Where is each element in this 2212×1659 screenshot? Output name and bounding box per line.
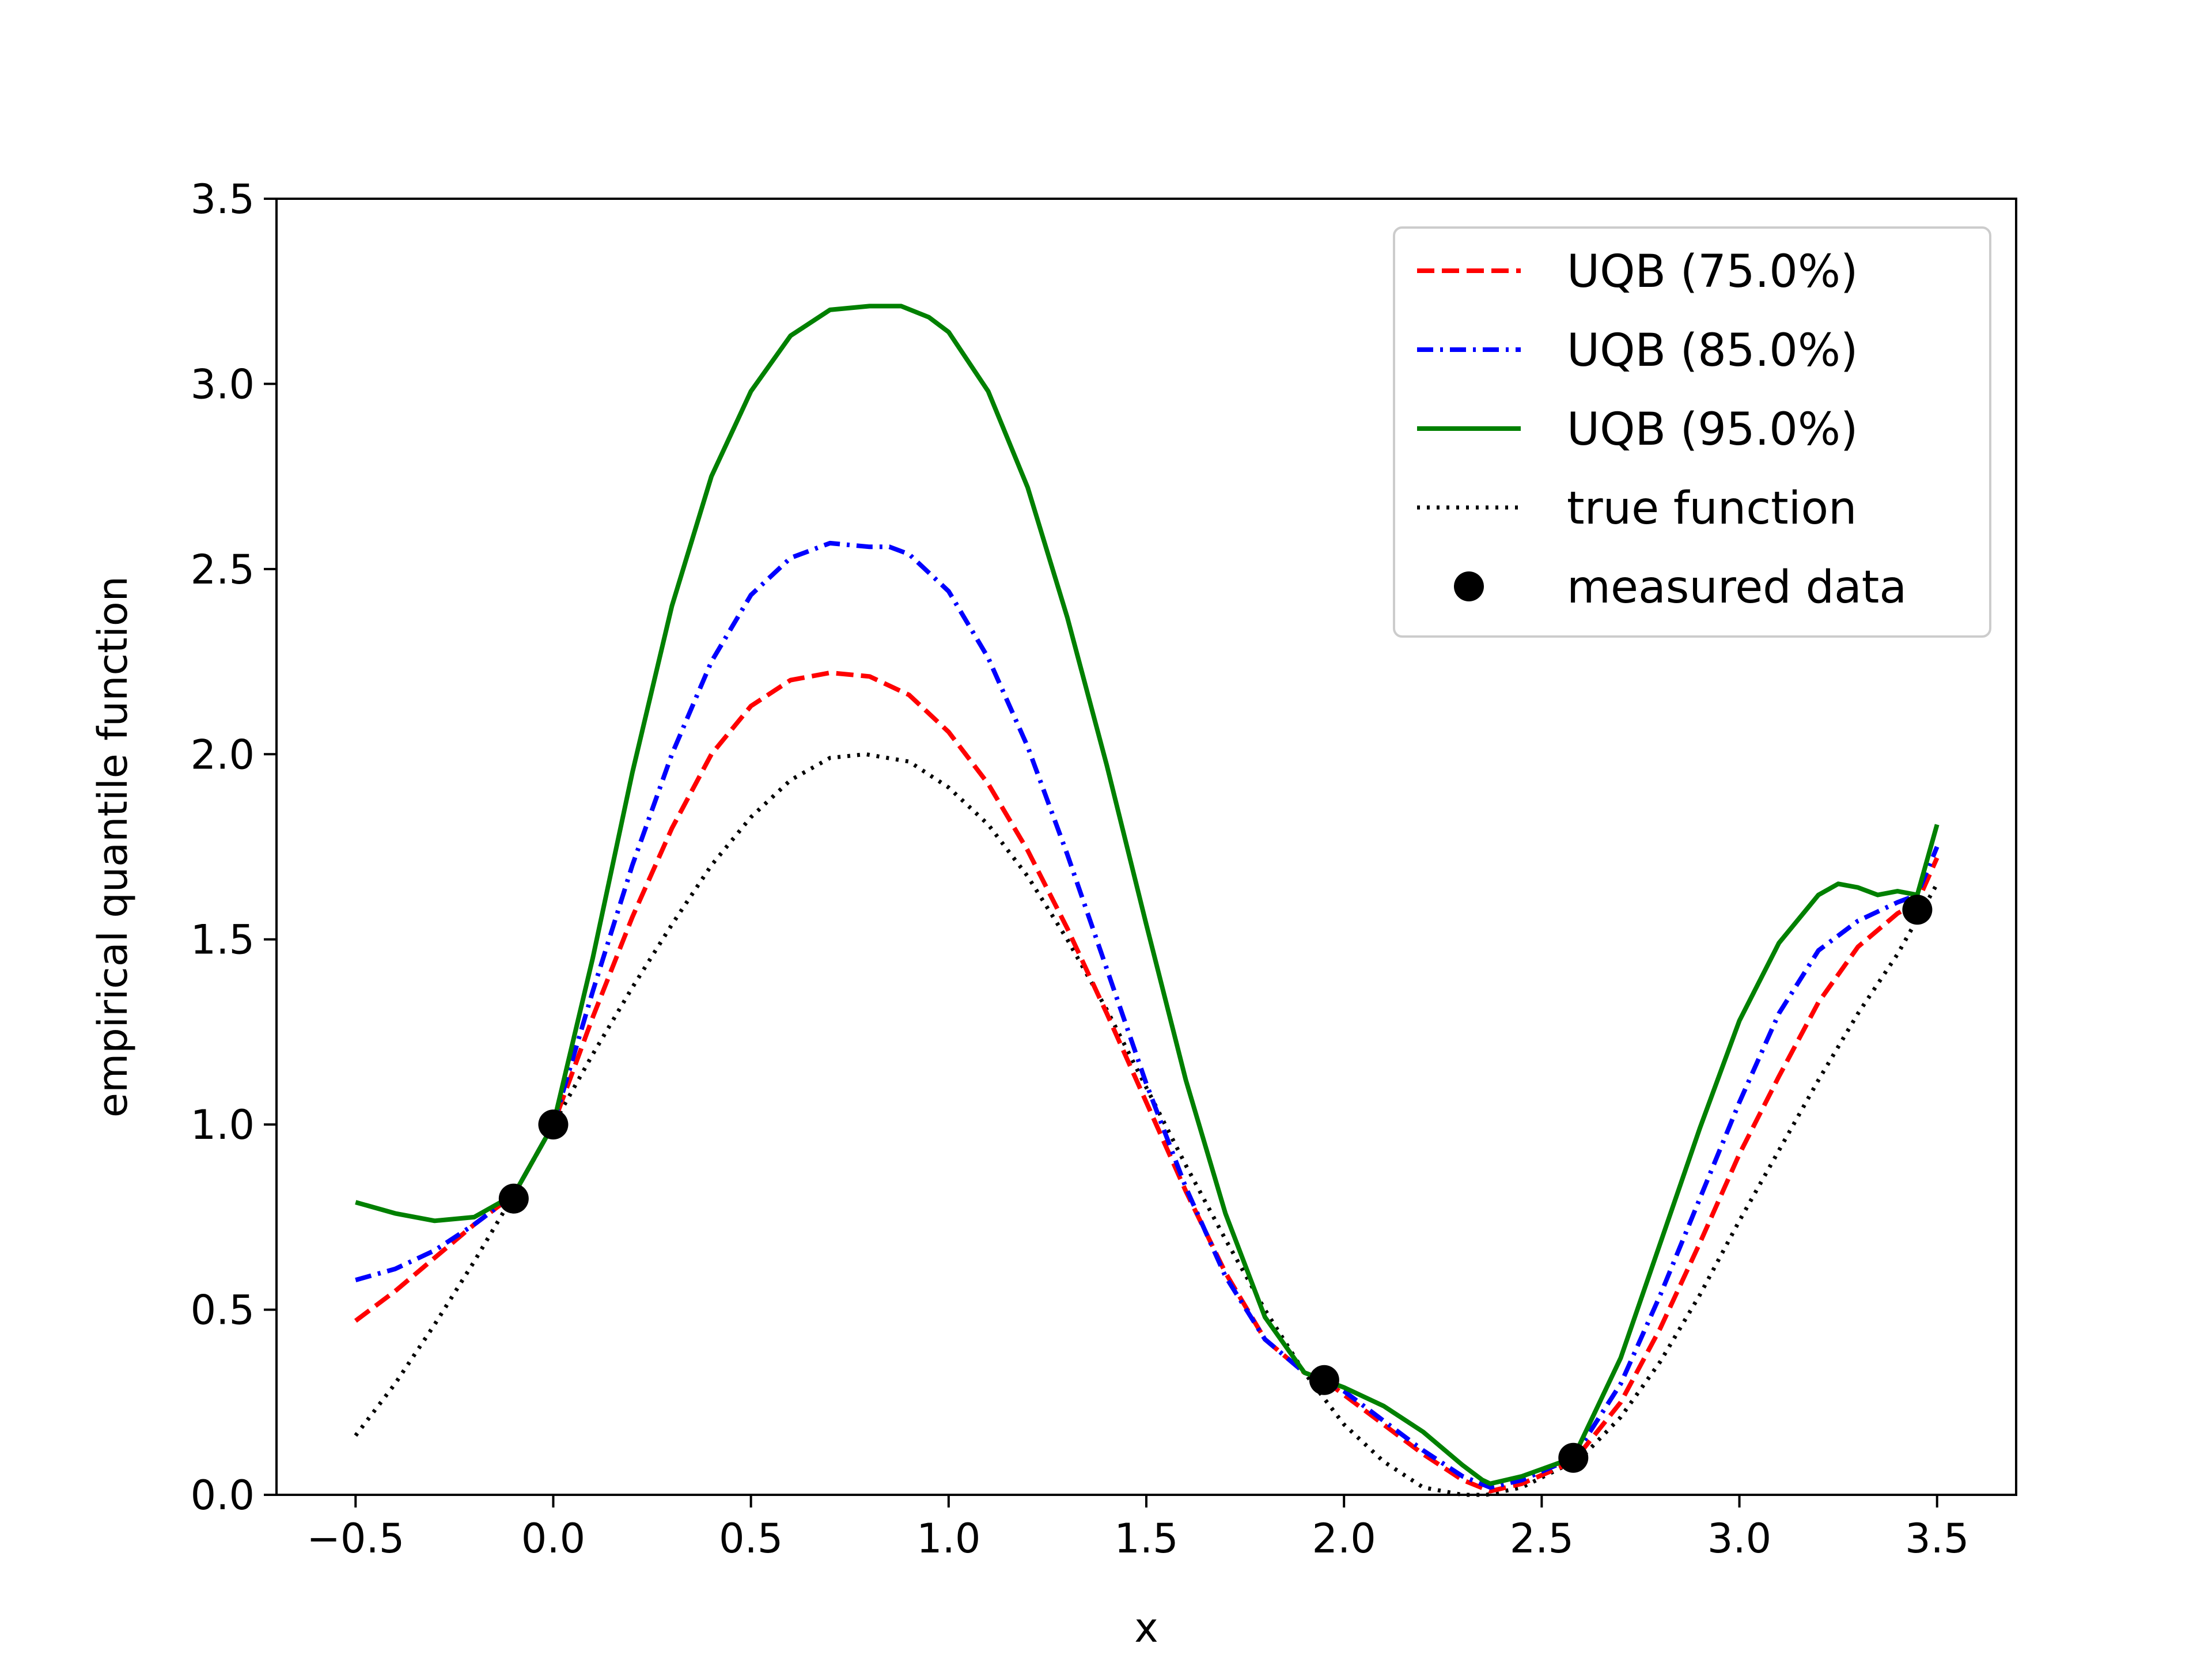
measured-data-point <box>1309 1365 1339 1395</box>
x-tick-label: 1.0 <box>916 1515 980 1562</box>
series-uqb-95 <box>355 304 1940 1486</box>
x-tick-label: 2.0 <box>1312 1515 1376 1562</box>
y-tick-label: 0.0 <box>191 1472 255 1519</box>
y-tick-label: 3.5 <box>191 176 255 223</box>
series-uqb-75 <box>354 670 1940 1494</box>
y-tick-label: 2.0 <box>191 731 255 778</box>
y-tick-label: 1.5 <box>191 916 255 964</box>
y-tick-label: 0.5 <box>191 1287 255 1334</box>
series-uqb-85 <box>355 540 1940 1490</box>
x-tick-label: 1.5 <box>1114 1515 1178 1562</box>
y-tick-label: 1.0 <box>191 1101 255 1149</box>
measured-data-point <box>1558 1442 1589 1473</box>
legend-swatch-measured-data <box>1454 571 1484 601</box>
x-tick-label: −0.5 <box>306 1515 404 1562</box>
series-layer <box>354 304 1940 1497</box>
y-tick-label: 2.5 <box>191 546 255 593</box>
x-axis-label: x <box>1134 1604 1158 1652</box>
x-tick-label: 0.0 <box>521 1515 585 1562</box>
legend-label-true-function: true function <box>1567 483 1857 535</box>
legend-label-uqb-85: UQB (85.0%) <box>1567 325 1858 377</box>
series-true-function <box>354 752 1939 1497</box>
measured-data-point <box>1902 895 1933 925</box>
legend-label-measured-data: measured data <box>1567 562 1907 613</box>
x-tick-label: 2.5 <box>1510 1515 1574 1562</box>
legend-label-uqb-75: UQB (75.0%) <box>1567 246 1858 298</box>
x-tick-label: 3.5 <box>1905 1515 1969 1562</box>
measured-data-point <box>538 1109 569 1140</box>
y-axis-label: empirical quantile function <box>89 576 137 1118</box>
x-tick-label: 3.0 <box>1707 1515 1771 1562</box>
x-tick-label: 0.5 <box>719 1515 783 1562</box>
measured-points-layer <box>498 895 1933 1473</box>
legend-label-uqb-95: UQB (95.0%) <box>1567 404 1858 456</box>
axes-layer: −0.5 0.0 0.5 1.0 1.5 2.0 2.5 3.0 3.5 0.0 0.5 1.0 1.5… <box>191 176 1969 1562</box>
measured-data-point <box>498 1183 529 1214</box>
y-tick-label: 3.0 <box>191 361 255 408</box>
legend: UQB (75.0%) UQB (85.0%) UQB (95.0%) true… <box>1393 226 1991 638</box>
legend-box <box>1393 226 1991 638</box>
